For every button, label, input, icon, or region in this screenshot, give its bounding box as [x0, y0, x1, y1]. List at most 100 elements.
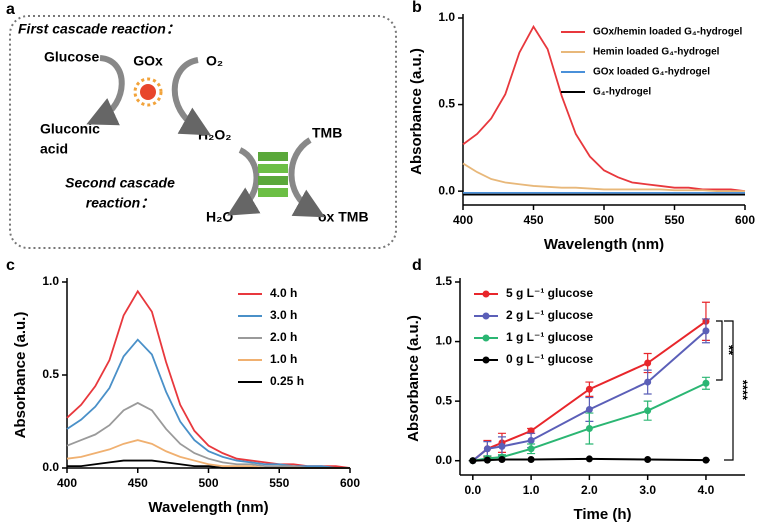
y-tick-label: 0.5: [438, 97, 455, 111]
peroxide-label: H₂O₂: [198, 127, 231, 143]
glucose-label: Glucose: [44, 49, 99, 65]
panel-label: b: [412, 0, 422, 16]
significance-label: ****: [736, 380, 751, 401]
series-line: [66, 289, 351, 469]
marker: [644, 378, 652, 386]
legend-label: 4.0 h: [270, 286, 297, 300]
series-line: [66, 338, 350, 469]
y-tick-label: 0.5: [42, 367, 59, 381]
y-tick-label: 1.0: [435, 334, 452, 348]
water-label: H₂O: [206, 209, 233, 225]
x-tick-label: 450: [523, 213, 543, 227]
series-line: [462, 162, 745, 193]
scheme-title: First cascade reaction：: [18, 21, 180, 37]
series-line: [66, 401, 350, 469]
arrow: [171, 57, 212, 136]
marker: [644, 456, 652, 464]
marker: [702, 379, 710, 387]
series-line: [67, 459, 350, 469]
sun-icon: [133, 77, 163, 107]
x-tick-label: 600: [735, 213, 755, 227]
x-axis-title: Wavelength (nm): [544, 236, 664, 253]
legend-label: 0.25 h: [270, 374, 304, 388]
arrow: [86, 55, 125, 126]
bracket: [724, 320, 734, 461]
second-title: Second cascade: [65, 175, 175, 191]
x-tick-label: 400: [57, 476, 77, 490]
legend-label: Hemin loaded G₄-hydrogel: [593, 47, 720, 58]
bracket: [716, 320, 723, 381]
oxygen-label: O₂: [206, 53, 223, 69]
y-tick-label: 0.0: [438, 183, 455, 197]
x-tick-label: 400: [453, 213, 473, 227]
marker: [585, 425, 593, 433]
legend-label: 2 g L⁻¹ glucose: [506, 308, 593, 322]
marker: [483, 456, 491, 464]
x-tick-label: 500: [198, 476, 218, 490]
panel-label: c: [6, 257, 15, 274]
marker: [498, 442, 506, 450]
y-axis-title: Absorbance (a.u.): [12, 312, 29, 439]
x-tick-label: 500: [594, 213, 614, 227]
marker: [527, 456, 535, 464]
y-axis-title: Absorbance (a.u.): [405, 315, 422, 442]
y-tick-label: 1.0: [438, 10, 455, 24]
marker: [527, 445, 535, 453]
y-tick-label: 1.5: [435, 274, 452, 288]
scheme: a First cascade reaction： Glucose GOx O₂…: [6, 1, 397, 249]
x-tick-label: 550: [664, 213, 684, 227]
legend-label: 1 g L⁻¹ glucose: [506, 330, 593, 344]
significance-label: **: [722, 345, 737, 356]
legend-marker: [482, 312, 490, 320]
x-tick-label: 2.0: [581, 483, 598, 497]
marker: [702, 327, 710, 335]
arrow: [288, 137, 326, 218]
y-tick-label: 0.0: [435, 453, 452, 467]
legend-marker: [482, 356, 490, 364]
hydrogel-icon: [258, 152, 288, 197]
y-tick-label: 0.5: [435, 393, 452, 407]
legend-label: 3.0 h: [270, 308, 297, 322]
x-tick-label: 4.0: [698, 483, 715, 497]
marker: [469, 457, 477, 465]
marker: [585, 405, 593, 413]
legend-label: G₄-hydrogel: [593, 87, 651, 98]
legend-label: 2.0 h: [270, 330, 297, 344]
x-tick-label: 1.0: [523, 483, 540, 497]
marker: [644, 407, 652, 415]
marker: [483, 445, 491, 453]
gluconic-label: Gluconic: [40, 121, 100, 137]
series-line: [462, 24, 746, 193]
marker: [527, 427, 535, 435]
x-tick-label: 550: [269, 476, 289, 490]
x-axis-title: Wavelength (nm): [148, 499, 268, 516]
marker: [585, 385, 593, 393]
legend-label: GOx loaded G₄-hydrogel: [593, 67, 710, 78]
x-tick-label: 0.0: [464, 483, 481, 497]
legend-marker: [482, 334, 490, 342]
legend-label: GOx/hemin loaded G₄-hydrogel: [593, 27, 742, 38]
enzyme-label: GOx: [133, 53, 163, 69]
panel-label: d: [412, 257, 422, 274]
y-tick-label: 0.0: [42, 460, 59, 474]
legend-marker: [482, 290, 490, 298]
panel-label: a: [6, 1, 15, 18]
oxtmb-label: ox TMB: [318, 209, 369, 225]
scheme-frame: [9, 15, 397, 249]
x-axis-title: Time (h): [573, 506, 631, 523]
marker: [702, 456, 710, 464]
marker: [527, 436, 535, 444]
gluconic-label: acid: [40, 141, 68, 157]
x-tick-label: 600: [340, 476, 360, 490]
tmb-label: TMB: [312, 125, 342, 141]
marker: [644, 359, 652, 367]
legend-label: 1.0 h: [270, 352, 297, 366]
series-line: [66, 439, 350, 469]
x-tick-label: 3.0: [639, 483, 656, 497]
significance: [716, 320, 734, 461]
arrow: [227, 147, 261, 216]
second-title: reaction：: [86, 195, 154, 211]
legend-label: 5 g L⁻¹ glucose: [506, 286, 593, 300]
marker: [498, 456, 506, 464]
